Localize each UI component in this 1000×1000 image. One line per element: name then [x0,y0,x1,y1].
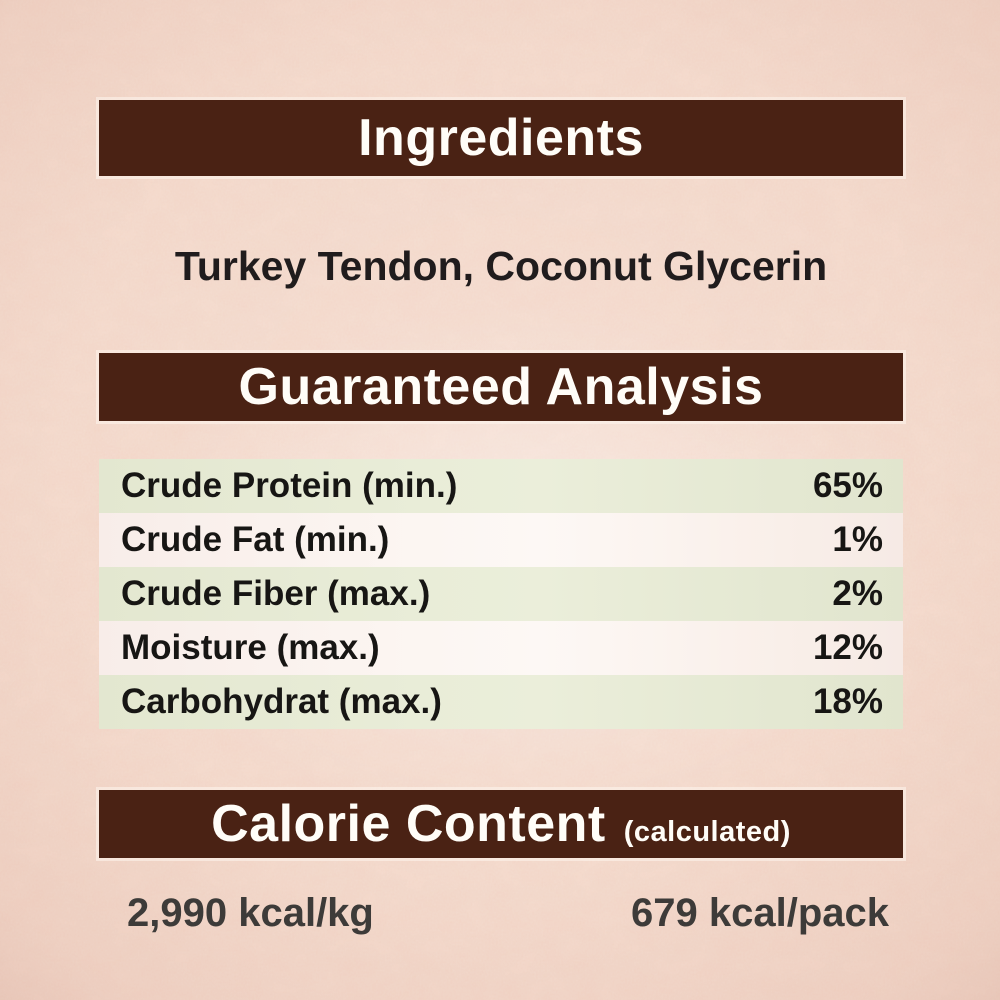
table-row: Moisture (max.) 12% [99,621,903,675]
row-value: 18% [812,682,883,721]
table-row: Crude Fat (min.) 1% [99,513,903,567]
table-row: Crude Protein (min.) 65% [99,459,903,513]
calorie-per-pack: 679 kcal/pack [631,890,889,935]
calorie-content-banner: Calorie Content (calculated) [96,787,906,861]
row-value: 1% [832,520,883,559]
row-label: Moisture (max.) [121,628,380,667]
row-label: Crude Protein (min.) [121,466,458,505]
calorie-calculated-note: (calculated) [623,816,791,848]
table-row: Crude Fiber (max.) 2% [99,567,903,621]
ingredients-list-text: Turkey Tendon, Coconut Glycerin [174,242,828,289]
ingredients-list: Turkey Tendon, Coconut Glycerin [99,240,903,292]
guaranteed-analysis-banner: Guaranteed Analysis [96,350,906,424]
calorie-per-kg: 2,990 kcal/kg [127,890,374,935]
row-label: Carbohydrat (max.) [121,682,442,721]
calorie-content-title: Calorie Content [211,795,606,853]
ingredients-title: Ingredients [358,109,644,167]
row-label: Crude Fiber (max.) [121,574,431,613]
row-value: 65% [812,466,883,505]
row-label: Crude Fat (min.) [121,520,390,559]
guaranteed-analysis-table: Crude Protein (min.) 65% Crude Fat (min.… [99,459,903,729]
row-value: 2% [832,574,883,613]
table-row: Carbohydrat (max.) 18% [99,675,903,729]
ingredients-banner: Ingredients [96,97,906,179]
guaranteed-analysis-title: Guaranteed Analysis [238,358,764,416]
calorie-values-row: 2,990 kcal/kg 679 kcal/pack [99,890,903,936]
row-value: 12% [812,628,883,667]
